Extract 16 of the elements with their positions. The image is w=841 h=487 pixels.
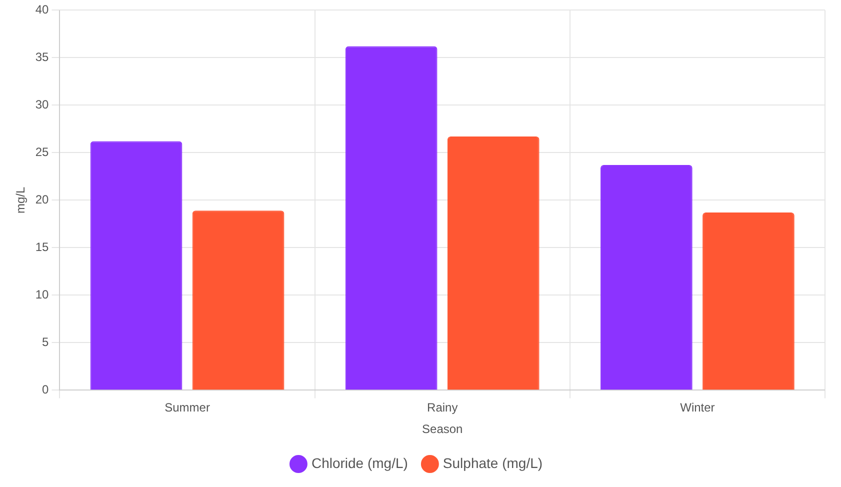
y-tick-label: 40: [35, 2, 50, 17]
y-tick-label: 10: [35, 288, 50, 302]
legend-label: Chloride (mg/L): [311, 454, 408, 471]
y-tick-label: 25: [35, 145, 50, 160]
x-tick-label: Winter: [680, 400, 715, 415]
y-tick-label: 20: [35, 192, 50, 207]
y-tick-label: 15: [35, 240, 50, 254]
x-tick-label: Rainy: [427, 400, 458, 415]
x-tick-label: Summer: [164, 400, 210, 415]
y-tick-label: 0: [42, 382, 50, 397]
y-tick-label: 35: [35, 50, 50, 64]
y-tick-label: 30: [35, 98, 50, 112]
y-axis-title: mg/L: [14, 186, 28, 214]
y-tick-label: 5: [42, 335, 50, 350]
legend-label: Sulphate (mg/L): [442, 454, 543, 471]
x-axis-title: Season: [422, 422, 463, 436]
